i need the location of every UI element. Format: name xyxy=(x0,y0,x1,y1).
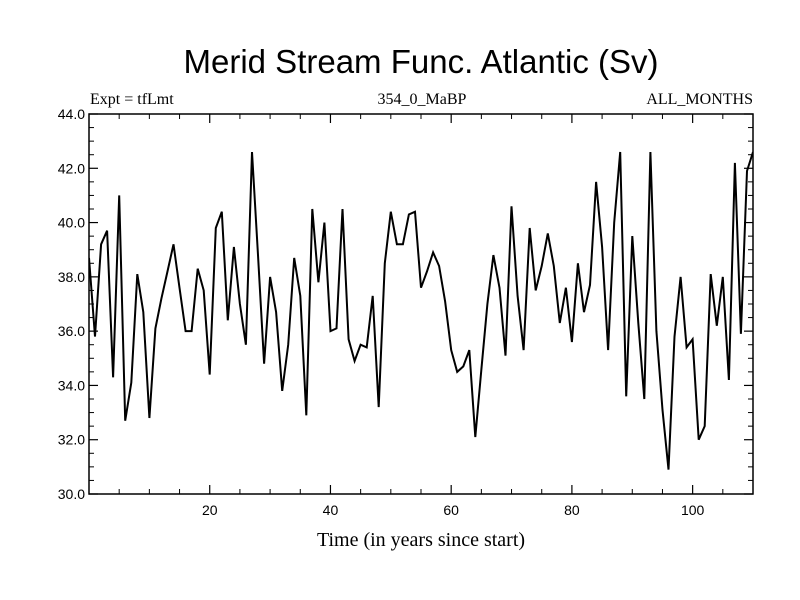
plot-frame xyxy=(88,113,754,495)
x-tick-label: 80 xyxy=(564,502,580,518)
subtitle-left: Expt = tfLmt xyxy=(90,91,174,108)
chart-title: Merid Stream Func. Atlantic (Sv) xyxy=(184,43,659,80)
subtitle-right: ALL_MONTHS xyxy=(646,91,753,108)
y-tick-label: 38.0 xyxy=(58,269,85,285)
y-tick-label: 40.0 xyxy=(58,215,85,231)
y-axis: 30.0 32.0 34.0 36.0 38.0 40.0 42.0 44.0 xyxy=(58,106,753,502)
x-tick-label: 60 xyxy=(443,502,459,518)
y-tick-label: 36.0 xyxy=(58,323,85,339)
y-tick-label: 44.0 xyxy=(58,106,85,122)
y-tick-label: 34.0 xyxy=(58,377,85,393)
x-tick-label: 20 xyxy=(202,502,218,518)
x-tick-label: 40 xyxy=(323,502,339,518)
x-tick-label: 100 xyxy=(681,502,705,518)
y-tick-label: 32.0 xyxy=(58,432,85,448)
series-line xyxy=(89,151,753,470)
subtitle-center: 354_0_MaBP xyxy=(378,91,467,108)
series-layer xyxy=(89,151,753,470)
x-axis-label: Time (in years since start) xyxy=(317,529,525,551)
y-tick-label: 42.0 xyxy=(58,160,85,176)
x-axis: 20 40 60 80 100 xyxy=(118,114,724,518)
y-tick-label: 30.0 xyxy=(58,486,85,502)
